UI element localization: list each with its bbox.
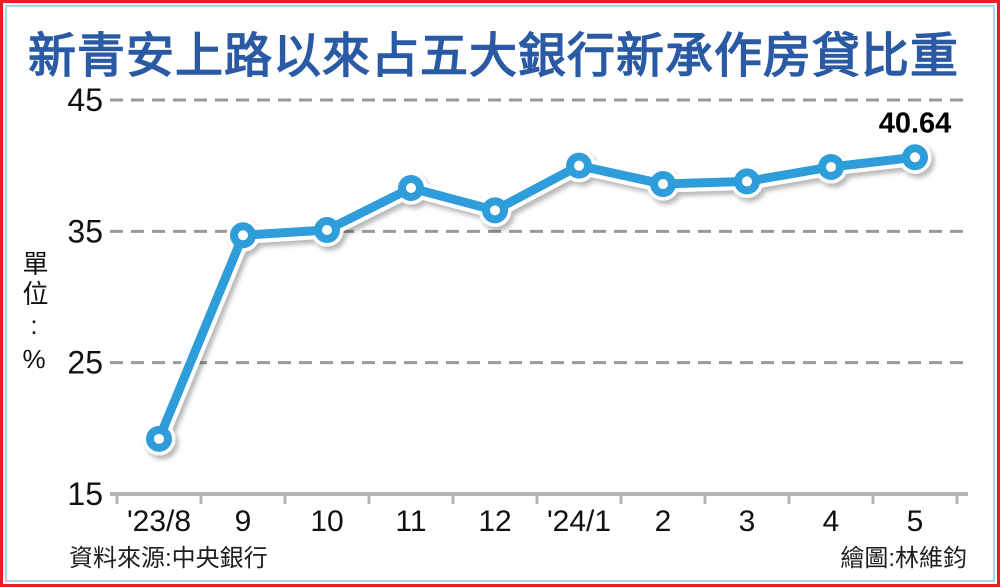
x-tick-label: 12 xyxy=(478,505,511,538)
data-point-hole xyxy=(490,205,500,216)
y-tick-label: 35 xyxy=(67,213,103,249)
data-point-hole xyxy=(574,160,584,171)
line-casing xyxy=(150,148,924,448)
data-point-hole xyxy=(910,152,920,163)
last-value-label: 40.64 xyxy=(879,107,952,139)
x-tick-label: 3 xyxy=(739,505,756,538)
y-tick-label: 45 xyxy=(67,82,103,118)
data-series xyxy=(142,140,932,456)
x-tick-label: 5 xyxy=(907,505,924,538)
credit-note: 繪圖:林維鈞 xyxy=(840,545,967,572)
y-tick-label: 15 xyxy=(67,476,103,512)
x-tick-label: 2 xyxy=(655,505,672,538)
data-line xyxy=(154,152,920,444)
data-point-hole xyxy=(658,179,668,190)
x-tick-label: '24/1 xyxy=(547,505,611,538)
data-point-hole xyxy=(238,230,248,241)
y-tick-label: 25 xyxy=(67,345,103,381)
x-tick-label: 9 xyxy=(235,505,252,538)
data-point-hole xyxy=(826,161,836,172)
x-tick-label: 10 xyxy=(310,505,343,538)
x-tick-label: 4 xyxy=(823,505,840,538)
source-note: 資料來源:中央銀行 xyxy=(69,545,268,572)
data-point-hole xyxy=(406,182,416,193)
x-tick-label: 11 xyxy=(395,505,426,538)
x-tick-label: '23/8 xyxy=(127,505,191,538)
chart-title: 新青安上路以來占五大銀行新承作房貸比重 xyxy=(28,30,960,83)
y-axis-unit-label: 單位:% xyxy=(19,250,49,378)
data-point-hole xyxy=(742,176,752,187)
data-point-hole xyxy=(322,225,332,236)
data-point-hole xyxy=(154,433,164,444)
